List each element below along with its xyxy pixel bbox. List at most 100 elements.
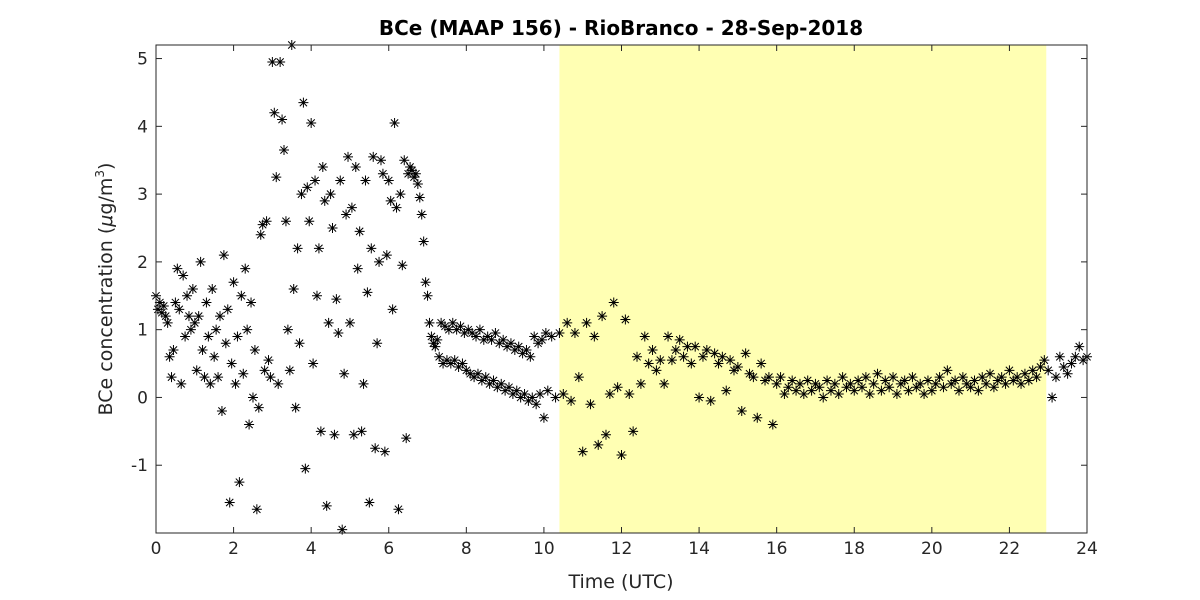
data-point xyxy=(478,334,489,345)
data-point xyxy=(432,334,443,345)
data-point xyxy=(189,317,200,328)
data-point xyxy=(350,162,361,172)
data-point xyxy=(412,178,423,189)
y-tick-label: 4 xyxy=(137,117,148,137)
data-point xyxy=(513,341,524,352)
data-point xyxy=(228,277,239,288)
data-point xyxy=(853,375,864,386)
data-point xyxy=(471,331,482,342)
data-point xyxy=(222,304,233,315)
data-point xyxy=(593,439,604,450)
data-point xyxy=(546,331,557,342)
data-point xyxy=(876,385,887,396)
highlight-band xyxy=(559,45,1047,533)
data-point xyxy=(794,378,805,389)
data-point xyxy=(449,355,460,366)
data-point xyxy=(1070,351,1081,362)
data-point xyxy=(310,175,321,186)
data-point xyxy=(953,385,964,396)
data-point xyxy=(414,192,425,203)
data-point xyxy=(1039,355,1050,366)
data-point xyxy=(779,389,790,400)
data-point xyxy=(216,406,227,416)
data-point xyxy=(337,524,348,535)
data-point xyxy=(393,504,404,515)
data-point xyxy=(218,250,229,261)
data-point xyxy=(694,392,705,403)
data-point xyxy=(251,504,262,515)
data-point xyxy=(915,378,926,389)
data-point xyxy=(515,392,526,403)
data-point xyxy=(566,395,577,406)
data-point xyxy=(725,355,736,366)
x-tick-label: 6 xyxy=(383,539,394,559)
data-point xyxy=(372,338,383,349)
data-point xyxy=(385,195,396,206)
data-point xyxy=(930,378,941,389)
data-point xyxy=(760,375,771,386)
data-point xyxy=(209,351,220,362)
x-tick-label: 22 xyxy=(999,539,1021,559)
data-point xyxy=(275,56,286,67)
data-point xyxy=(756,358,767,369)
data-point xyxy=(674,334,685,345)
data-point xyxy=(585,399,596,410)
data-point xyxy=(472,368,483,379)
data-point xyxy=(197,345,208,355)
data-point xyxy=(752,412,763,423)
data-point xyxy=(942,365,953,376)
data-point xyxy=(327,223,338,233)
data-point xyxy=(628,426,639,437)
data-point xyxy=(434,351,445,362)
data-point xyxy=(511,385,522,396)
data-point xyxy=(1004,365,1015,376)
data-point xyxy=(187,284,198,294)
data-point xyxy=(420,277,431,288)
data-point xyxy=(467,328,478,339)
data-point xyxy=(647,345,658,355)
data-point xyxy=(492,382,503,393)
data-point xyxy=(597,311,608,322)
data-point xyxy=(868,378,879,389)
data-point xyxy=(899,375,910,386)
data-point xyxy=(535,389,546,400)
data-point xyxy=(690,341,701,352)
data-point xyxy=(864,389,875,400)
data-point xyxy=(259,365,270,376)
data-point xyxy=(581,317,592,328)
data-point xyxy=(1016,378,1027,389)
data-point xyxy=(961,378,972,389)
data-point xyxy=(857,382,868,393)
data-point xyxy=(562,317,573,328)
data-point xyxy=(379,446,390,457)
data-point xyxy=(438,358,449,369)
data-point xyxy=(697,351,708,362)
y-tick-label: 1 xyxy=(137,321,148,341)
data-point xyxy=(164,351,175,362)
data-point xyxy=(577,446,588,457)
data-point xyxy=(306,117,317,128)
data-point xyxy=(191,365,202,376)
data-point xyxy=(888,372,899,383)
data-point xyxy=(527,392,538,403)
data-point xyxy=(263,355,274,366)
chart-title: BCe (MAAP 156) - RioBranco - 28-Sep-2018 xyxy=(379,16,863,40)
data-point xyxy=(203,331,214,342)
data-point xyxy=(313,243,324,254)
data-point xyxy=(407,165,418,176)
data-point xyxy=(884,382,895,393)
data-point xyxy=(1062,368,1073,379)
data-point xyxy=(632,351,643,362)
data-point xyxy=(880,375,891,386)
y-tick-label: -1 xyxy=(131,456,148,476)
data-point xyxy=(341,209,352,220)
data-point xyxy=(1074,341,1085,352)
data-point xyxy=(686,358,697,369)
data-point xyxy=(315,426,326,437)
data-point xyxy=(443,324,454,335)
data-point xyxy=(296,189,307,200)
data-point xyxy=(538,412,549,423)
data-point xyxy=(569,328,580,339)
data-point xyxy=(232,331,243,342)
data-point xyxy=(459,328,470,339)
